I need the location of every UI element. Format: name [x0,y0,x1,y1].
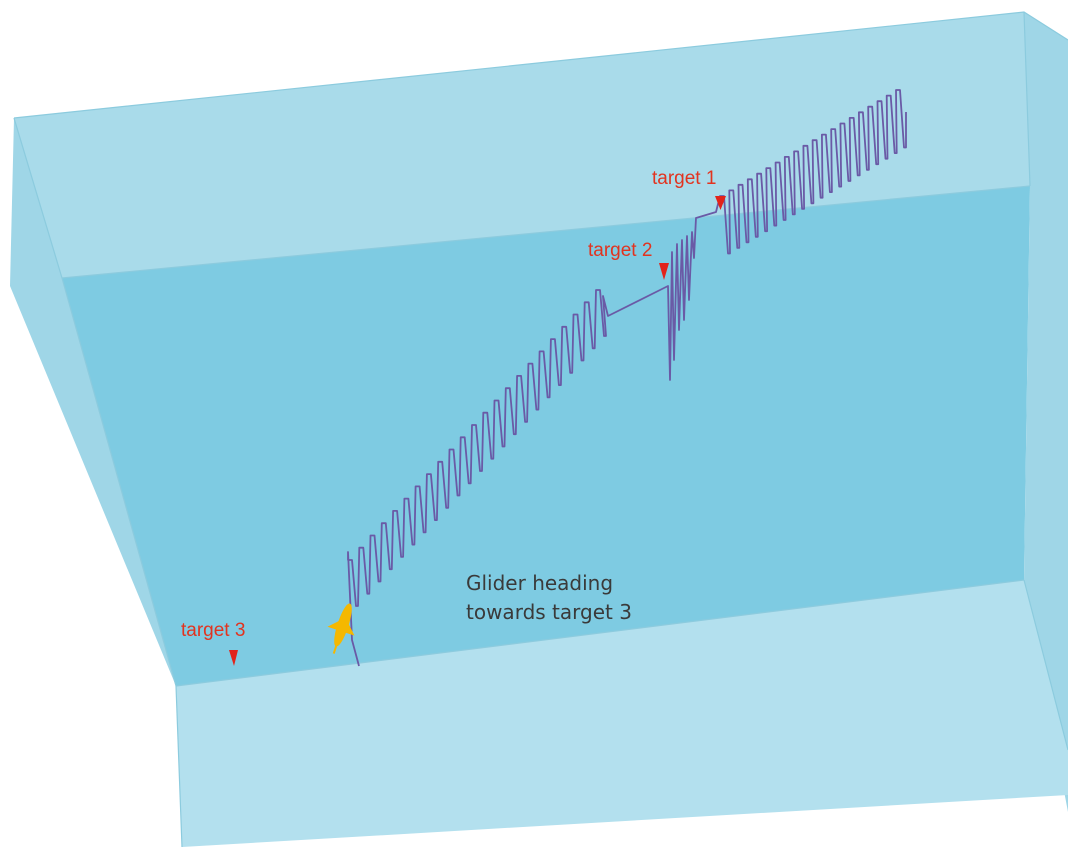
glider-caption-line-2: towards target 3 [466,600,632,624]
target-2-marker-icon [659,263,669,280]
glider-icon [327,603,355,654]
glider-trajectory [347,89,907,667]
tank-floor [62,186,1030,686]
target-3-marker-icon [229,650,238,666]
tank-left-wall [10,118,176,686]
tank-front-wall [176,580,1068,847]
target-2-label: target 2 [588,240,652,261]
tank-right-wall [1024,12,1068,812]
glider-caption-line-1: Glider heading [466,571,613,595]
target-1-label: target 1 [652,168,716,189]
tank-far-wall [14,12,1030,278]
tank-edges [13,11,1068,847]
target-1-marker-icon [715,196,726,210]
target-3-label: target 3 [181,620,245,641]
